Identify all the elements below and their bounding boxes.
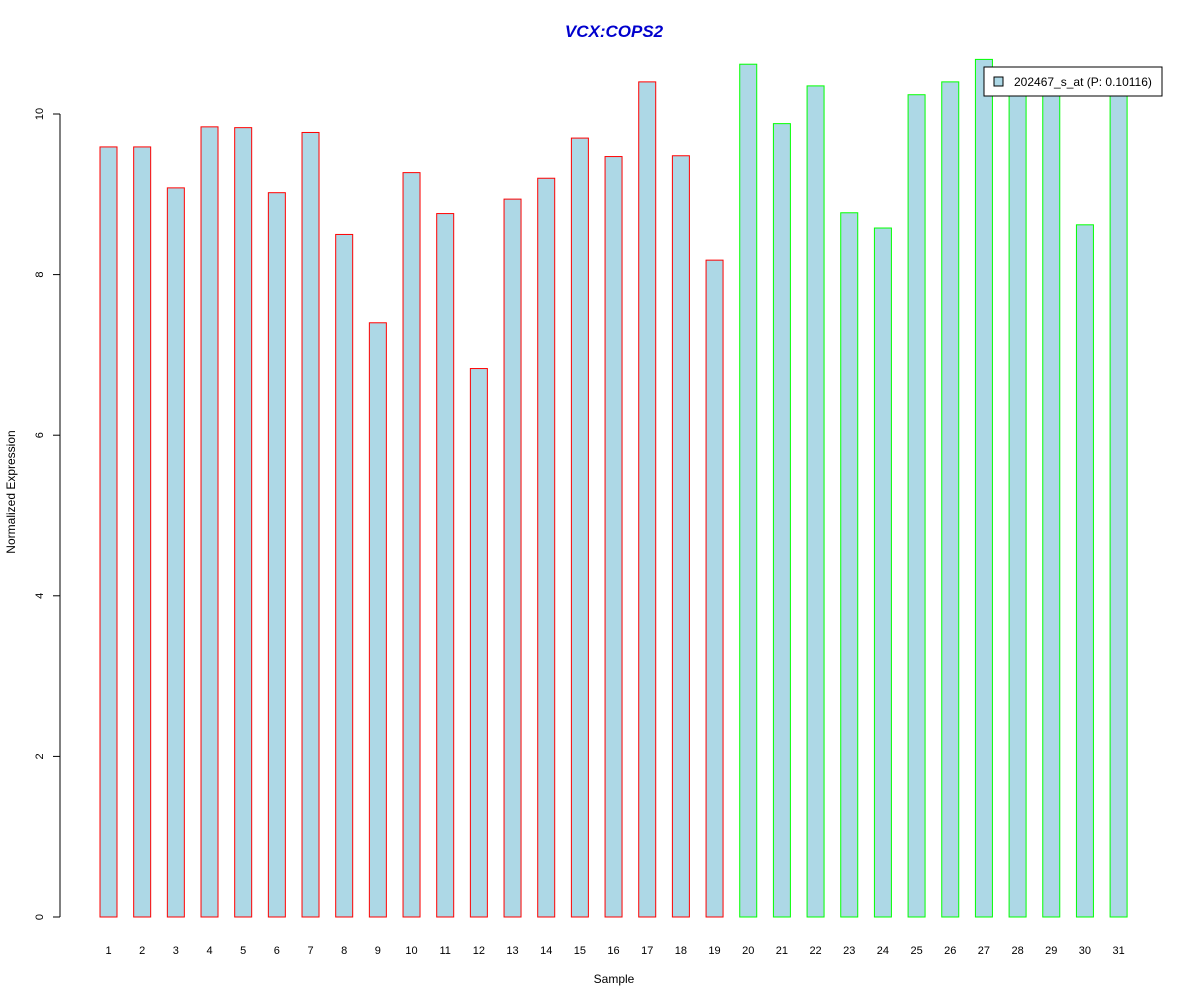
legend: 202467_s_at (P: 0.10116) <box>983 66 1163 97</box>
x-tick-label: 24 <box>877 945 889 957</box>
x-tick-label: 29 <box>1045 945 1057 957</box>
x-tick-label: 16 <box>607 945 619 957</box>
x-tick-label: 10 <box>405 945 417 957</box>
bar-sample-3 <box>166 187 185 918</box>
bar-sample-24 <box>873 227 892 918</box>
bar-sample-4 <box>200 126 219 918</box>
x-tick-label: 21 <box>776 945 788 957</box>
bar-sample-16 <box>604 156 623 918</box>
x-tick-label: 20 <box>742 945 754 957</box>
bar-sample-14 <box>537 177 556 918</box>
bar-sample-7 <box>301 131 320 918</box>
bar-sample-17 <box>638 81 657 918</box>
y-axis-label: Normalized Expression <box>4 430 18 553</box>
legend-swatch <box>993 76 1004 87</box>
y-tick-label: 8 <box>34 272 46 278</box>
legend-box <box>983 66 1163 97</box>
chart-title: VCX:COPS2 <box>565 22 664 41</box>
bar-sample-29 <box>1042 81 1061 918</box>
x-tick-label: 31 <box>1112 945 1124 957</box>
x-tick-label: 13 <box>506 945 518 957</box>
x-tick-label: 9 <box>375 945 381 957</box>
x-tick-label: 27 <box>978 945 990 957</box>
x-tick-label: 4 <box>206 945 212 957</box>
x-tick-label: 5 <box>240 945 246 957</box>
x-tick-label: 14 <box>540 945 552 957</box>
y-axis: 0 2 4 6 8 10 <box>34 108 61 920</box>
x-tick-label: 6 <box>274 945 280 957</box>
bar-sample-8 <box>335 233 354 918</box>
x-tick-label: 25 <box>910 945 922 957</box>
x-tick-label: 15 <box>574 945 586 957</box>
bar-sample-19 <box>705 259 724 918</box>
bar-sample-27 <box>974 58 993 918</box>
x-axis-label: Sample <box>594 972 635 986</box>
bar-sample-12 <box>469 368 488 918</box>
x-tick-label: 18 <box>675 945 687 957</box>
x-tick-label: 12 <box>473 945 485 957</box>
bar-sample-31 <box>1109 81 1128 918</box>
x-tick-label: 7 <box>307 945 313 957</box>
x-tick-label: 11 <box>439 945 450 957</box>
x-tick-label: 28 <box>1011 945 1023 957</box>
bar-sample-30 <box>1075 224 1094 918</box>
legend-label: 202467_s_at (P: 0.10116) <box>1014 75 1152 89</box>
bar-sample-13 <box>503 198 522 918</box>
bar-sample-1 <box>99 146 118 918</box>
x-tick-label: 19 <box>708 945 720 957</box>
bar-sample-21 <box>772 123 791 918</box>
bar-sample-6 <box>267 192 286 918</box>
x-tick-label: 2 <box>139 945 145 957</box>
y-tick-label: 4 <box>34 593 46 599</box>
bar-sample-20 <box>739 63 758 918</box>
x-tick-label: 26 <box>944 945 956 957</box>
y-tick-label: 2 <box>34 753 46 759</box>
x-tick-label: 8 <box>341 945 347 957</box>
bar-sample-15 <box>570 137 589 918</box>
x-tick-label: 30 <box>1079 945 1091 957</box>
bar-sample-9 <box>368 322 387 918</box>
bar-sample-26 <box>941 81 960 918</box>
bar-sample-25 <box>907 94 926 918</box>
y-tick-label: 0 <box>34 914 46 920</box>
y-tick-label: 10 <box>34 108 46 120</box>
x-tick-label: 22 <box>809 945 821 957</box>
bar-sample-10 <box>402 172 421 918</box>
bar-sample-2 <box>133 146 152 918</box>
bars <box>99 58 1128 918</box>
x-tick-label: 23 <box>843 945 855 957</box>
x-tick-label: 3 <box>173 945 179 957</box>
bar-sample-5 <box>234 127 253 918</box>
x-tick-labels: 1 2 3 4 5 6 7 8 9 10 11 12 13 14 15 16 17 18 19 20 21 22 23 24 2… <box>105 945 1124 957</box>
x-tick-label: 1 <box>105 945 111 957</box>
bar-sample-23 <box>840 212 859 918</box>
y-tick-label: 6 <box>34 432 46 438</box>
bar-sample-11 <box>436 213 455 918</box>
bar-sample-22 <box>806 85 825 918</box>
x-tick-label: 17 <box>641 945 653 957</box>
bar-sample-18 <box>671 155 690 918</box>
bar-sample-28 <box>1008 81 1027 918</box>
